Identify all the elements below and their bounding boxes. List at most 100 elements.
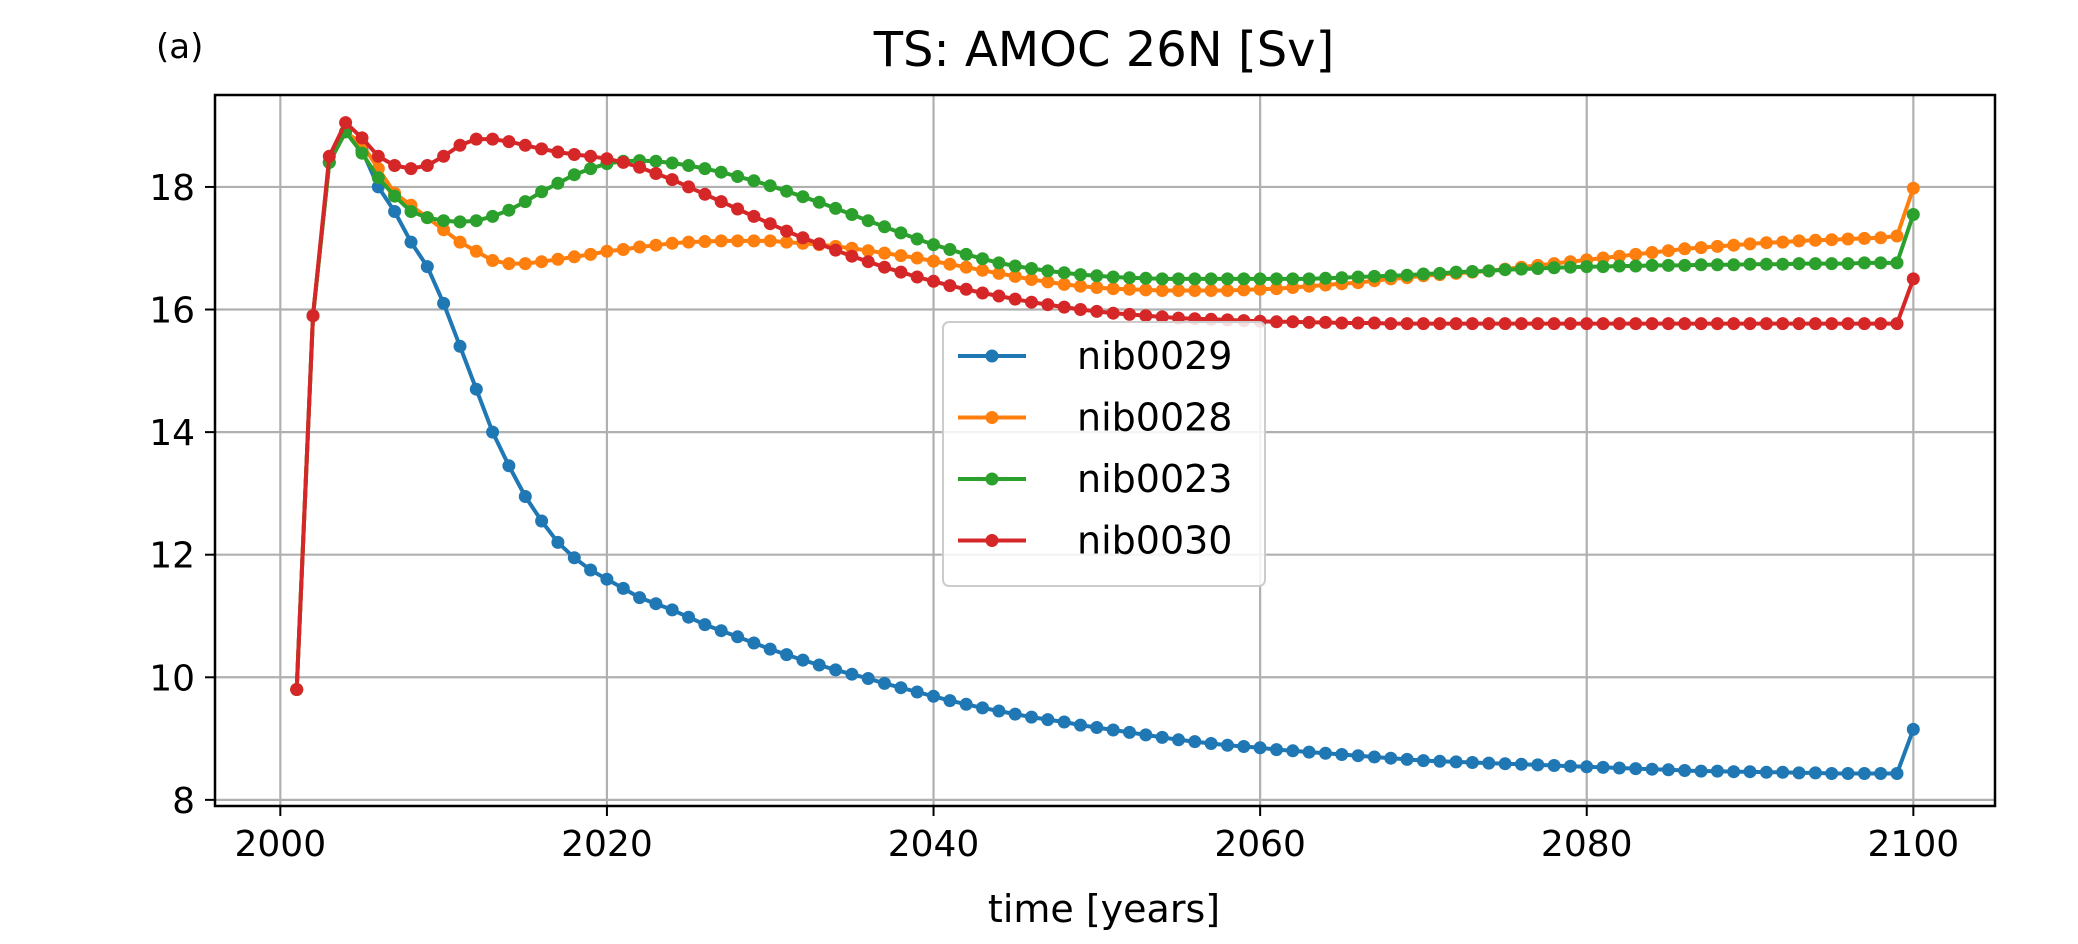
data-point bbox=[861, 244, 875, 258]
data-point bbox=[535, 185, 549, 199]
data-point bbox=[1808, 257, 1822, 271]
data-point bbox=[388, 189, 402, 203]
data-point bbox=[1808, 317, 1822, 331]
legend-marker-nib0028 bbox=[985, 411, 999, 424]
data-point bbox=[551, 145, 565, 159]
data-point bbox=[1482, 756, 1496, 770]
data-point bbox=[1090, 721, 1104, 734]
data-point bbox=[1008, 707, 1022, 721]
data-point bbox=[1792, 234, 1806, 248]
data-point bbox=[1041, 275, 1055, 289]
data-point bbox=[1906, 272, 1920, 286]
legend-marker-nib0023 bbox=[985, 472, 999, 486]
data-point bbox=[1008, 269, 1022, 283]
data-point bbox=[1123, 282, 1136, 296]
data-point bbox=[1172, 284, 1185, 297]
data-point bbox=[1074, 268, 1087, 282]
data-point bbox=[1057, 300, 1071, 314]
data-point bbox=[1416, 317, 1430, 331]
data-point bbox=[1270, 315, 1283, 329]
data-point bbox=[1074, 303, 1087, 316]
series-nib0030 bbox=[290, 116, 1920, 696]
data-point bbox=[1776, 317, 1790, 331]
data-point bbox=[518, 195, 532, 209]
data-point bbox=[1433, 266, 1447, 280]
data-point bbox=[1302, 745, 1316, 759]
data-point bbox=[1727, 765, 1741, 779]
data-point bbox=[861, 214, 875, 228]
data-point bbox=[976, 263, 989, 277]
data-point bbox=[1743, 317, 1757, 331]
data-point bbox=[1645, 762, 1659, 776]
data-point bbox=[1057, 277, 1071, 291]
data-point bbox=[1906, 208, 1920, 221]
data-point bbox=[1825, 257, 1839, 271]
data-point bbox=[1629, 317, 1643, 331]
data-point bbox=[355, 146, 369, 160]
data-point bbox=[1645, 317, 1659, 331]
data-point bbox=[420, 211, 434, 225]
data-point bbox=[1025, 295, 1038, 309]
data-point bbox=[812, 237, 826, 251]
data-point bbox=[1139, 309, 1153, 323]
data-point bbox=[371, 149, 385, 163]
data-point bbox=[633, 240, 647, 254]
data-point bbox=[1678, 764, 1692, 777]
data-point bbox=[976, 701, 989, 715]
data-point bbox=[1727, 238, 1741, 252]
data-point bbox=[1090, 304, 1104, 318]
data-point bbox=[486, 209, 500, 223]
data-point bbox=[1857, 256, 1871, 270]
data-point bbox=[1514, 317, 1528, 331]
data-point bbox=[763, 234, 777, 248]
data-point bbox=[796, 231, 810, 245]
data-point bbox=[1106, 723, 1120, 737]
data-point bbox=[1841, 232, 1855, 246]
panel-label: (a) bbox=[156, 27, 203, 67]
data-point bbox=[453, 235, 467, 249]
y-tick-label: 12 bbox=[149, 536, 195, 577]
data-point bbox=[992, 704, 1006, 718]
data-point bbox=[665, 236, 679, 250]
data-point bbox=[1319, 746, 1332, 760]
data-point bbox=[943, 694, 957, 708]
data-point bbox=[1841, 257, 1855, 271]
series-line-nib0023 bbox=[294, 129, 1916, 690]
data-point bbox=[649, 154, 663, 168]
data-point bbox=[1808, 233, 1822, 247]
x-tick-label: 2080 bbox=[1541, 824, 1633, 865]
data-point bbox=[1678, 258, 1692, 272]
data-point bbox=[1563, 759, 1577, 773]
data-point bbox=[878, 676, 891, 690]
data-point bbox=[763, 179, 777, 193]
data-point bbox=[682, 235, 696, 249]
data-point bbox=[1808, 766, 1822, 780]
data-point bbox=[1890, 767, 1904, 780]
data-point bbox=[861, 672, 875, 685]
data-point bbox=[1367, 269, 1381, 283]
data-point bbox=[1661, 763, 1675, 777]
data-point bbox=[894, 226, 908, 240]
data-point bbox=[1237, 283, 1251, 297]
data-point bbox=[1025, 273, 1038, 286]
data-point bbox=[763, 217, 777, 231]
data-point bbox=[1400, 752, 1414, 766]
data-point bbox=[1776, 257, 1790, 271]
data-point bbox=[747, 234, 761, 248]
data-point bbox=[1890, 317, 1904, 331]
data-point bbox=[1351, 316, 1365, 330]
data-point bbox=[1253, 282, 1267, 296]
data-point bbox=[1123, 307, 1136, 321]
data-point bbox=[502, 459, 516, 473]
data-point bbox=[1449, 755, 1463, 769]
data-point bbox=[1743, 257, 1757, 271]
data-point bbox=[1743, 237, 1757, 251]
data-point bbox=[518, 138, 532, 152]
data-point bbox=[780, 235, 794, 249]
data-point bbox=[322, 149, 336, 163]
data-point bbox=[1645, 246, 1659, 259]
data-point bbox=[616, 155, 630, 169]
data-point bbox=[1204, 737, 1218, 750]
data-point bbox=[567, 551, 581, 565]
data-point bbox=[943, 279, 957, 293]
